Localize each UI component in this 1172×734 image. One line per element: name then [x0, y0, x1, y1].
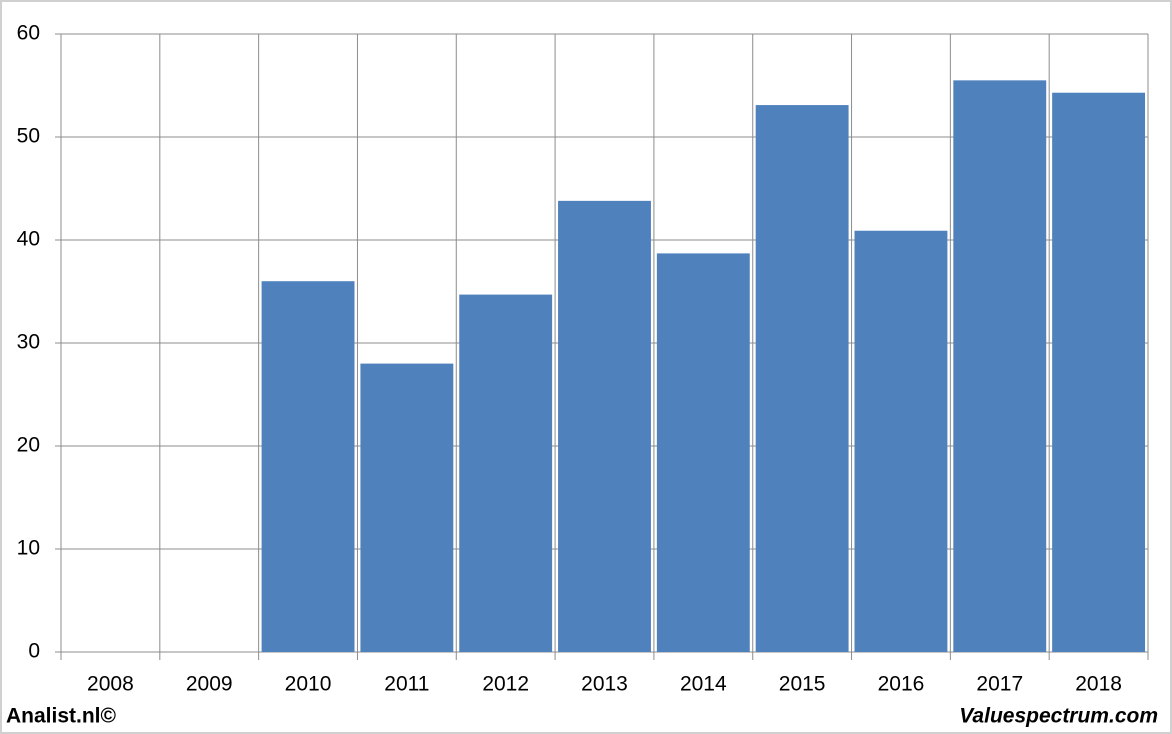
x-tick-label: 2008 [87, 673, 134, 696]
y-tick-label: 20 [17, 434, 40, 457]
bar [459, 294, 553, 652]
y-tick-label: 10 [17, 537, 40, 560]
y-tick-label: 60 [17, 22, 40, 45]
bar [261, 281, 355, 652]
bar [755, 105, 849, 652]
x-tick-label: 2013 [581, 673, 628, 696]
footer-right: Valuespectrum.com [959, 705, 1158, 728]
x-tick-label: 2018 [1075, 673, 1122, 696]
y-tick-label: 0 [28, 640, 40, 663]
bar [854, 230, 948, 653]
footer-left: Analist.nl© [6, 705, 117, 728]
bar [953, 80, 1047, 653]
bar [360, 363, 454, 652]
x-tick-label: 2014 [680, 673, 727, 696]
y-tick-label: 40 [17, 228, 40, 251]
x-tick-label: 2017 [976, 673, 1023, 696]
x-tick-label: 2009 [186, 673, 233, 696]
y-tick-label: 50 [17, 125, 40, 148]
bar [1052, 92, 1146, 652]
x-tick-label: 2010 [285, 673, 332, 696]
x-tick-label: 2015 [779, 673, 826, 696]
x-tick-label: 2011 [384, 673, 429, 696]
bar [656, 253, 750, 652]
y-tick-label: 30 [17, 331, 40, 354]
x-tick-label: 2016 [878, 673, 925, 696]
bar [558, 200, 651, 653]
x-tick-label: 2012 [482, 673, 529, 696]
